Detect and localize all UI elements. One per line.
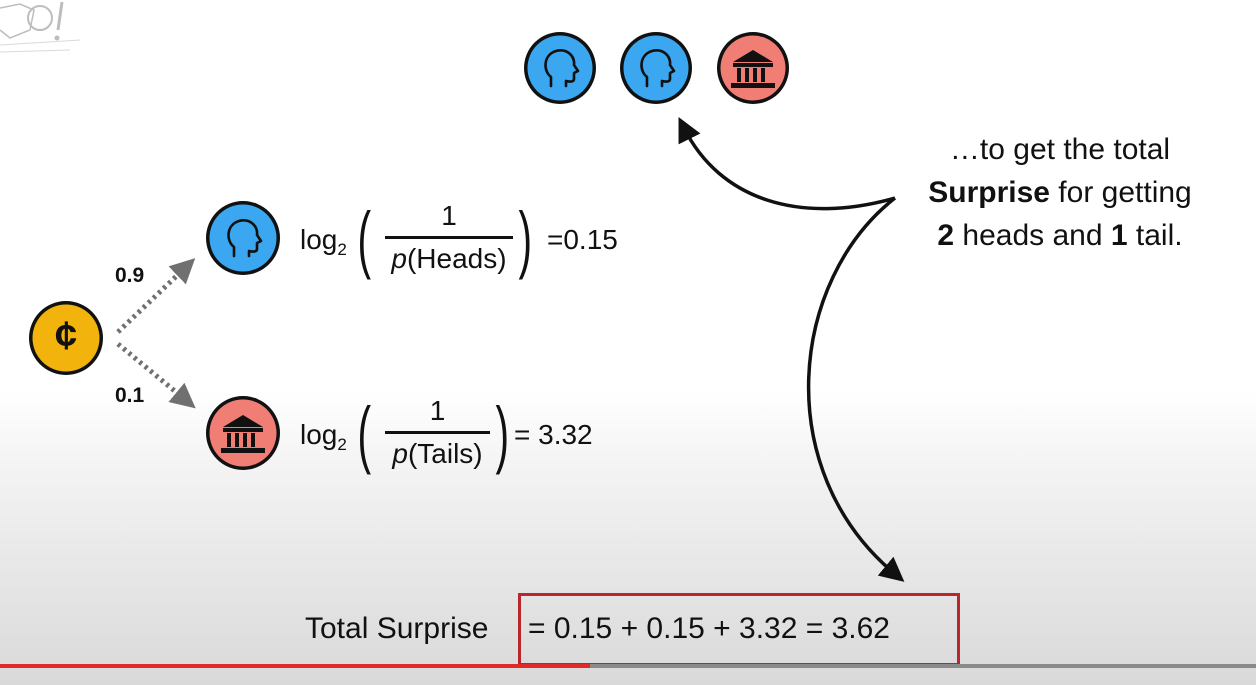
heads-result: =0.15 xyxy=(547,224,618,255)
tails-log: log xyxy=(300,419,338,450)
heads-formula: log2 ( 1 p(Heads) ) =0.15 xyxy=(300,200,660,290)
explanation-note: …to get the total Surprise for getting 2… xyxy=(880,128,1240,257)
top-heads-icon-1 xyxy=(524,32,596,104)
branch-arrow-heads xyxy=(116,258,196,334)
note-line-1: …to get the total xyxy=(949,133,1171,166)
tails-left-paren: ( xyxy=(357,392,372,475)
note-line-2: Surprise for getting xyxy=(928,176,1192,209)
top-heads-icon-2 xyxy=(620,32,692,104)
tails-denominator: (Tails) xyxy=(407,438,483,469)
tails-result: = 3.32 xyxy=(514,419,593,450)
tails-formula: log2 ( 1 p(Tails) ) = 3.32 xyxy=(300,395,660,485)
probability-heads: 0.9 xyxy=(115,264,145,287)
video-progress-track[interactable] xyxy=(0,664,1256,668)
tails-log-base: 2 xyxy=(337,435,347,454)
top-tails-icon xyxy=(717,32,789,104)
heads-right-paren: ) xyxy=(518,197,533,280)
tails-icon xyxy=(206,396,280,470)
heads-log-base: 2 xyxy=(337,240,347,259)
total-surprise-label: Total Surprise xyxy=(305,612,489,645)
heads-fraction-bar xyxy=(385,236,513,239)
coin-symbol: ¢ xyxy=(54,314,78,358)
heads-numerator: 1 xyxy=(441,200,457,231)
heads-log: log xyxy=(300,224,338,255)
logo-fragment-icon xyxy=(0,1,81,53)
tails-right-paren: ) xyxy=(495,392,510,475)
tails-fraction-bar xyxy=(385,431,490,434)
total-surprise-equation: = 0.15 + 0.15 + 3.32 = 3.62 xyxy=(528,612,890,645)
curved-arrow-up xyxy=(678,117,896,211)
tails-numerator: 1 xyxy=(429,395,446,426)
note-line-3: 2 heads and 1 tail. xyxy=(937,219,1183,252)
probability-tails: 0.1 xyxy=(115,384,145,407)
branch-arrow-tails xyxy=(116,342,196,409)
heads-left-paren: ( xyxy=(357,197,372,280)
heads-p: p xyxy=(391,243,407,274)
curved-arrow-down xyxy=(806,196,905,582)
heads-denominator: (Heads) xyxy=(406,243,507,274)
heads-icon xyxy=(206,201,280,275)
tails-p: p xyxy=(392,438,408,469)
coin-icon xyxy=(29,301,103,375)
video-progress-fill xyxy=(0,664,591,668)
